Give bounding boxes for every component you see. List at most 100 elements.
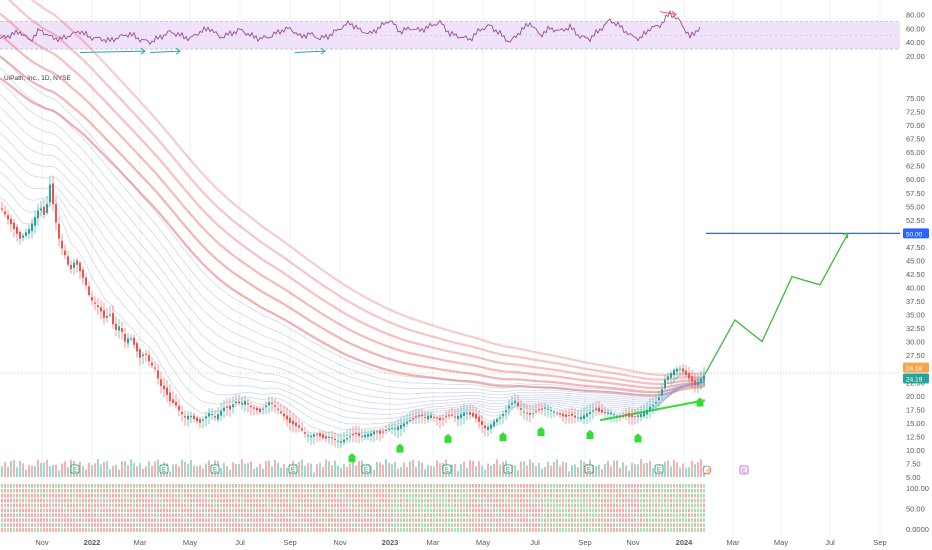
breadth-cell bbox=[307, 528, 309, 532]
breadth-cell bbox=[154, 523, 156, 527]
breadth-cell bbox=[253, 488, 255, 493]
volume-bar bbox=[301, 459, 303, 477]
breadth-cell bbox=[523, 513, 525, 518]
volume-bar bbox=[391, 464, 393, 477]
breadth-cell bbox=[409, 528, 411, 532]
breadth-cell bbox=[304, 518, 306, 522]
breadth-cell bbox=[436, 508, 438, 513]
breadth-cell bbox=[187, 518, 189, 522]
breadth-cell bbox=[625, 488, 627, 493]
breadth-cell bbox=[532, 528, 534, 532]
breadth-cell bbox=[367, 513, 369, 518]
breadth-cell bbox=[490, 503, 492, 508]
breadth-cell bbox=[703, 484, 705, 488]
breadth-cell bbox=[10, 493, 12, 498]
breadth-cell bbox=[391, 503, 393, 508]
candle-body bbox=[598, 407, 600, 412]
breadth-cell bbox=[529, 488, 531, 493]
breadth-cell bbox=[397, 528, 399, 532]
breadth-cell bbox=[475, 503, 477, 508]
breadth-cell bbox=[622, 518, 624, 522]
breadth-cell bbox=[241, 518, 243, 522]
breadth-cell bbox=[76, 523, 78, 527]
breadth-cell bbox=[454, 523, 456, 527]
breadth-cell bbox=[136, 513, 138, 518]
breadth-cell bbox=[385, 503, 387, 508]
breadth-cell bbox=[457, 508, 459, 513]
breadth-cell bbox=[613, 484, 615, 488]
breadth-cell bbox=[442, 523, 444, 527]
breadth-cell bbox=[52, 523, 54, 527]
breadth-cell bbox=[352, 528, 354, 532]
breadth-cell bbox=[169, 523, 171, 527]
breadth-cell bbox=[373, 528, 375, 532]
breadth-cell bbox=[226, 493, 228, 498]
volume-bar bbox=[19, 460, 21, 477]
breadth-cell bbox=[139, 523, 141, 527]
breadth-cell bbox=[331, 484, 333, 488]
breadth-cell bbox=[577, 523, 579, 527]
breadth-cell bbox=[232, 503, 234, 508]
breadth-cell bbox=[106, 523, 108, 527]
breadth-cell bbox=[430, 498, 432, 503]
breadth-cell bbox=[631, 518, 633, 522]
breadth-cell bbox=[73, 523, 75, 527]
breadth-cell bbox=[352, 498, 354, 503]
breadth-cell bbox=[61, 493, 63, 498]
candle-body bbox=[358, 433, 360, 436]
breadth-cell bbox=[493, 518, 495, 522]
breadth-cell bbox=[121, 484, 123, 488]
breadth-cell bbox=[319, 518, 321, 522]
volume-bar bbox=[520, 461, 522, 477]
breadth-cell bbox=[133, 513, 135, 518]
breadth-cell bbox=[493, 484, 495, 488]
candle-body bbox=[49, 184, 51, 203]
breadth-cell bbox=[412, 523, 414, 527]
breadth-cell bbox=[337, 493, 339, 498]
breadth-cell bbox=[61, 528, 63, 532]
breadth-cell bbox=[661, 518, 663, 522]
breadth-cell bbox=[463, 508, 465, 513]
breadth-cell bbox=[82, 528, 84, 532]
breadth-cell bbox=[334, 488, 336, 493]
breadth-cell bbox=[613, 503, 615, 508]
breadth-cell bbox=[595, 513, 597, 518]
volume-bar bbox=[181, 459, 183, 477]
breadth-cell bbox=[88, 518, 90, 522]
breadth-cell bbox=[409, 503, 411, 508]
breadth-cell bbox=[490, 518, 492, 522]
breadth-cell bbox=[349, 523, 351, 527]
breadth-cell bbox=[484, 484, 486, 488]
breadth-cell bbox=[385, 488, 387, 493]
breadth-cell bbox=[226, 498, 228, 503]
breadth-cell bbox=[292, 498, 294, 503]
breadth-cell bbox=[421, 498, 423, 503]
breadth-cell bbox=[484, 523, 486, 527]
breadth-cell bbox=[400, 528, 402, 532]
breadth-cell bbox=[463, 523, 465, 527]
breadth-cell bbox=[595, 528, 597, 532]
breadth-cell bbox=[25, 498, 27, 503]
breadth-cell bbox=[238, 518, 240, 522]
volume-bar bbox=[667, 460, 669, 477]
breadth-cell bbox=[703, 493, 705, 498]
breadth-cell bbox=[61, 518, 63, 522]
breadth-cell bbox=[454, 508, 456, 513]
breadth-cell bbox=[433, 508, 435, 513]
breadth-cell bbox=[34, 523, 36, 527]
breadth-cell bbox=[571, 488, 573, 493]
breadth-cell bbox=[97, 523, 99, 527]
breadth-cell bbox=[520, 498, 522, 503]
breadth-cell bbox=[472, 503, 474, 508]
breadth-cell bbox=[85, 498, 87, 503]
breadth-cell bbox=[91, 493, 93, 498]
breadth-cell bbox=[379, 528, 381, 532]
breadth-cell bbox=[298, 508, 300, 513]
breadth-cell bbox=[331, 513, 333, 518]
breadth-cell bbox=[574, 523, 576, 527]
breadth-cell bbox=[424, 493, 426, 498]
breadth-cell bbox=[307, 523, 309, 527]
volume-group bbox=[1, 459, 705, 477]
breadth-cell bbox=[427, 513, 429, 518]
